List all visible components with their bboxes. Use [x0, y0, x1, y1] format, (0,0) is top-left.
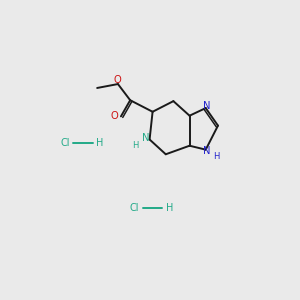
Text: H: H — [97, 138, 104, 148]
Text: H: H — [213, 152, 219, 161]
Text: N: N — [142, 133, 150, 143]
Text: N: N — [203, 101, 210, 111]
Text: O: O — [113, 75, 121, 85]
Text: Cl: Cl — [129, 203, 139, 213]
Text: H: H — [166, 203, 173, 213]
Text: N: N — [203, 146, 210, 157]
Text: O: O — [111, 111, 119, 121]
Text: H: H — [133, 142, 139, 151]
Text: Cl: Cl — [60, 138, 70, 148]
